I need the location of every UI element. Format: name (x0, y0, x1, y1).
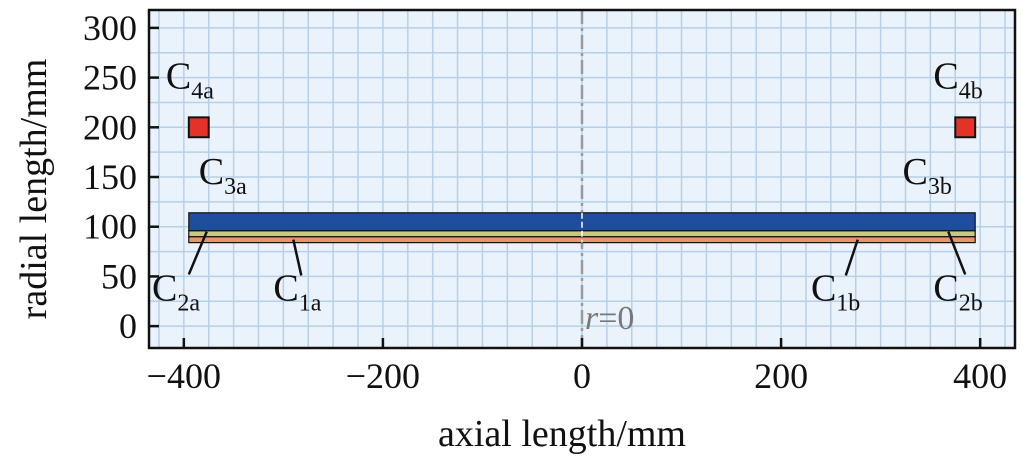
y-tick-label: 300 (83, 8, 137, 48)
y-axis-label: radial length/mm (13, 59, 55, 320)
coil-c4a (187, 116, 210, 139)
label-c1b: C1b (811, 267, 860, 316)
label-c4a: C4a (166, 56, 214, 105)
x-tick-label: 0 (573, 356, 591, 396)
x-tick-label: 400 (953, 356, 1007, 396)
label-c4b: C4b (933, 56, 982, 105)
coil-c4b (954, 116, 977, 139)
label-c3a: C3a (199, 151, 247, 200)
y-tick-label: 50 (101, 256, 137, 296)
centerline-label: r=0 (585, 300, 634, 337)
chart-annotations: C4a C4b C3a C3b C2a C2b C1a C1b r=0 −400 −200 0 200 4… (13, 8, 1017, 455)
plot-area (149, 10, 1015, 348)
y-tick-label: 100 (83, 207, 137, 247)
label-c1a: C1a (273, 267, 321, 316)
label-c3b: C3b (903, 151, 952, 200)
x-axis-label: axial length/mm (438, 413, 686, 455)
leader-line (844, 239, 859, 276)
leader-line (187, 231, 208, 275)
leader-line (292, 239, 303, 276)
label-c2b: C2b (933, 267, 982, 316)
label-c2a: C2a (152, 267, 200, 316)
y-tick-label: 150 (83, 157, 137, 197)
x-tick-label: −200 (346, 356, 420, 396)
y-tick-label: 200 (83, 107, 137, 147)
y-tick-label: 250 (83, 58, 137, 98)
leader-line (947, 231, 967, 275)
y-tick-label: 0 (119, 306, 137, 346)
x-tick-label: −400 (147, 356, 221, 396)
x-tick-label: 200 (754, 356, 808, 396)
